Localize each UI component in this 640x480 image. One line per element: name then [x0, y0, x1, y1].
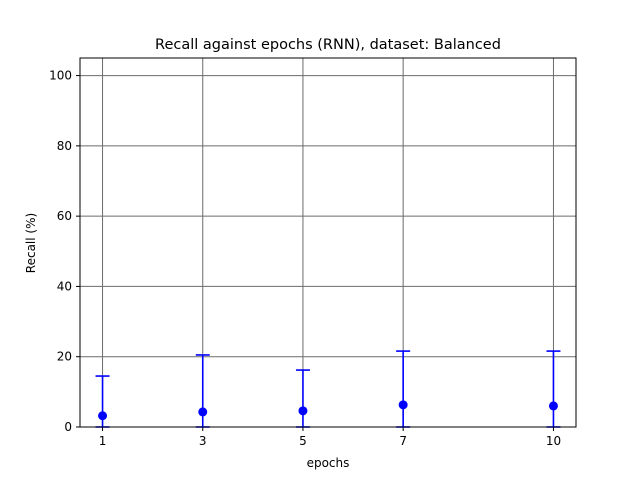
y-tick-label: 100: [49, 69, 72, 83]
y-axis-label: Recall (%): [24, 213, 38, 273]
data-point: [198, 407, 208, 417]
y-tick-label: 60: [57, 209, 72, 223]
chart-title: Recall against epochs (RNN), dataset: Ba…: [155, 37, 501, 53]
data-point: [548, 401, 558, 411]
x-tick-label: 1: [99, 434, 107, 448]
plot-frame: [79, 57, 577, 428]
y-tick-label: 0: [64, 420, 72, 434]
y-tick-label: 40: [57, 279, 72, 293]
x-tick-label: 5: [299, 434, 307, 448]
x-axis-label: epochs: [307, 456, 350, 470]
x-tick-label: 10: [546, 434, 561, 448]
data-point: [398, 400, 408, 410]
x-tick-label: 3: [199, 434, 207, 448]
y-tick-label: 80: [57, 139, 72, 153]
data-point: [98, 411, 108, 421]
x-tick-label: 7: [399, 434, 407, 448]
y-tick-label: 20: [57, 350, 72, 364]
data-point: [298, 406, 308, 416]
